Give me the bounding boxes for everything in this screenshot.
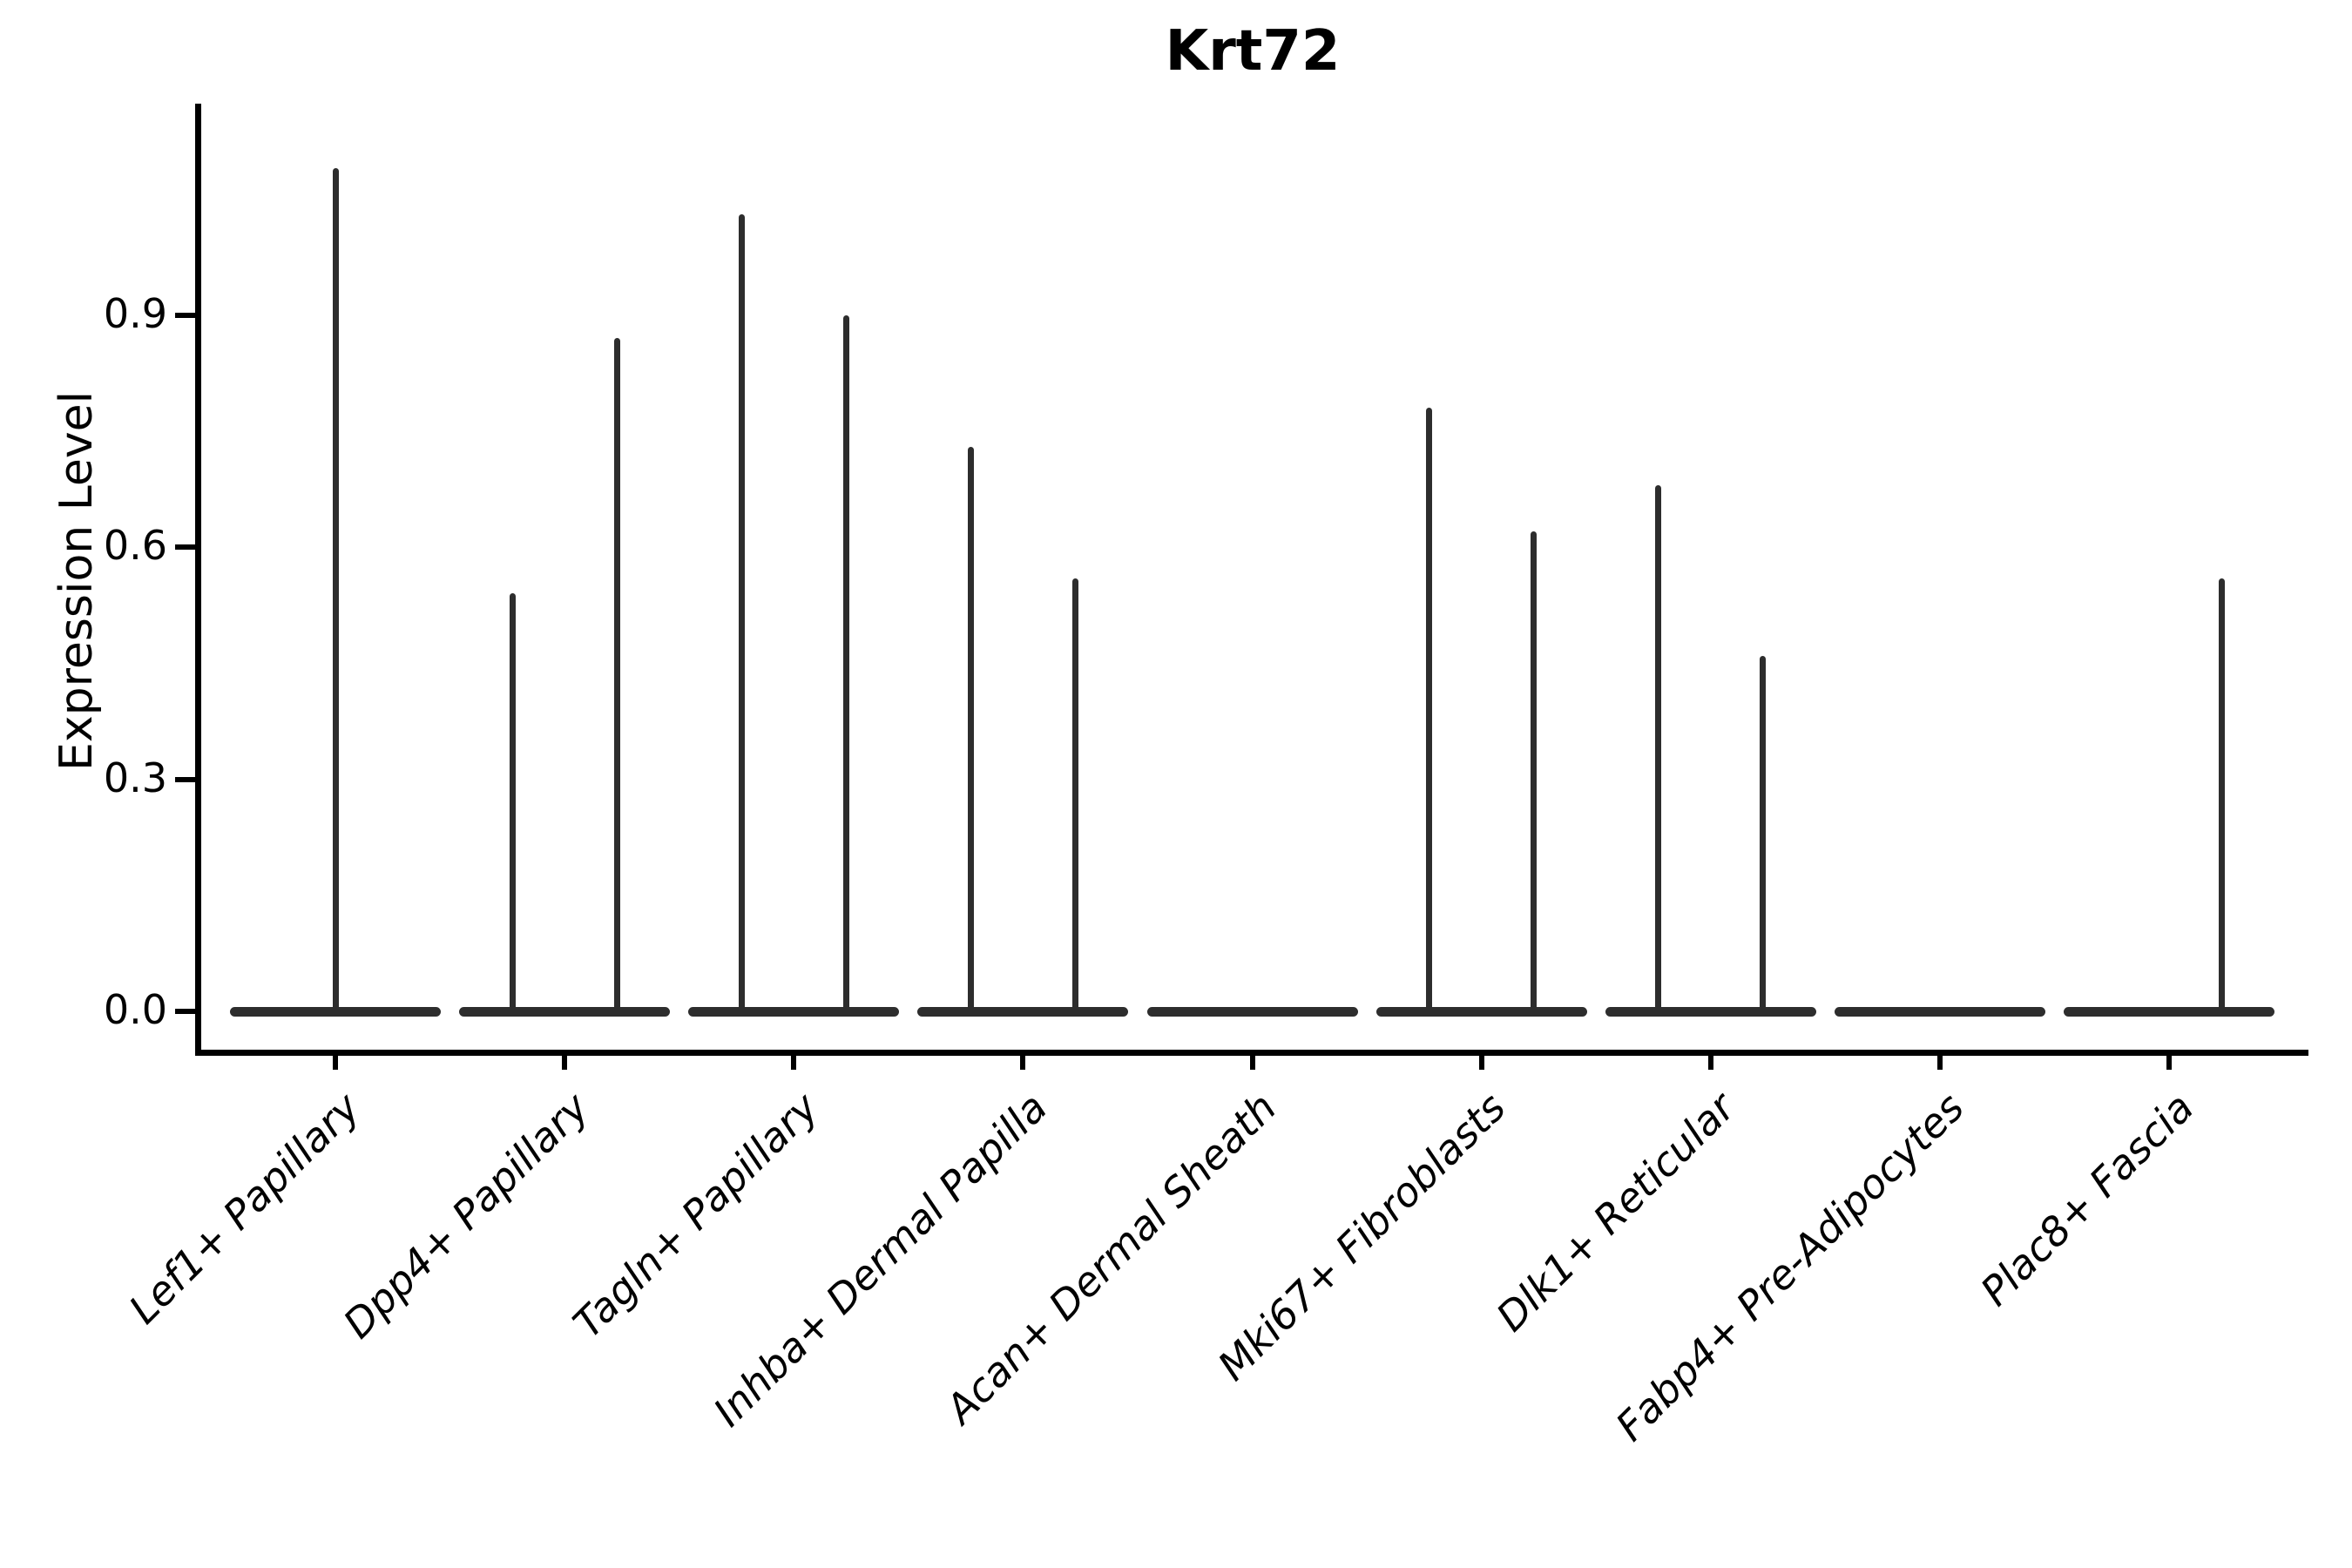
- violin-baseline: [2064, 1006, 2274, 1017]
- x-tick: [1707, 1052, 1713, 1070]
- violin-spike: [842, 314, 849, 1011]
- y-tick: [175, 544, 198, 551]
- y-tick: [175, 1009, 198, 1014]
- violin-spike: [613, 338, 620, 1011]
- violin-baseline: [230, 1006, 441, 1017]
- violin-spike: [1655, 485, 1662, 1011]
- x-tick: [2166, 1052, 2172, 1070]
- violin-baseline: [459, 1006, 671, 1017]
- x-tick-label-text: Lef1+ Papillary: [119, 1084, 369, 1333]
- y-tick: [175, 312, 198, 318]
- x-tick-label-text: Tagln+ Papillary: [564, 1084, 828, 1348]
- violin-baseline: [917, 1006, 1129, 1017]
- violin-spike: [1426, 408, 1433, 1011]
- x-tick: [791, 1052, 797, 1070]
- violin-baseline: [1375, 1006, 1587, 1017]
- x-tick: [1478, 1052, 1484, 1070]
- violin-spike: [967, 446, 974, 1011]
- x-tick: [562, 1052, 568, 1070]
- violin-spike: [509, 593, 516, 1011]
- y-tick-label: 0.0: [103, 986, 167, 1033]
- violin-baseline: [1605, 1006, 1816, 1017]
- y-tick-label: 0.9: [103, 289, 167, 337]
- x-tick-label-text: Plac8+ Fascia: [1970, 1084, 2203, 1315]
- x-tick: [1936, 1052, 1943, 1070]
- violin-baseline: [1146, 1006, 1358, 1017]
- x-tick-label-text: Dlk1+ Reticular: [1487, 1084, 1744, 1341]
- violin-spike: [1071, 578, 1078, 1011]
- x-tick-label-text: Dpp4+ Papillary: [334, 1084, 598, 1348]
- violin-baseline: [688, 1006, 900, 1017]
- violin-spike: [2218, 578, 2225, 1011]
- x-tick: [1020, 1052, 1026, 1070]
- plot-title: Krt72: [1165, 19, 1341, 84]
- violin-spike: [332, 168, 339, 1011]
- violin-spike: [1760, 655, 1767, 1011]
- y-tick-label: 0.3: [103, 754, 167, 801]
- y-tick: [175, 776, 198, 782]
- y-axis-spine: [194, 104, 201, 1056]
- x-tick: [333, 1052, 338, 1070]
- violin-spike: [1531, 531, 1538, 1011]
- violin-baseline: [1834, 1006, 2045, 1017]
- y-tick-label: 0.6: [103, 522, 167, 570]
- violin-spike: [738, 214, 745, 1011]
- x-tick: [1249, 1052, 1255, 1070]
